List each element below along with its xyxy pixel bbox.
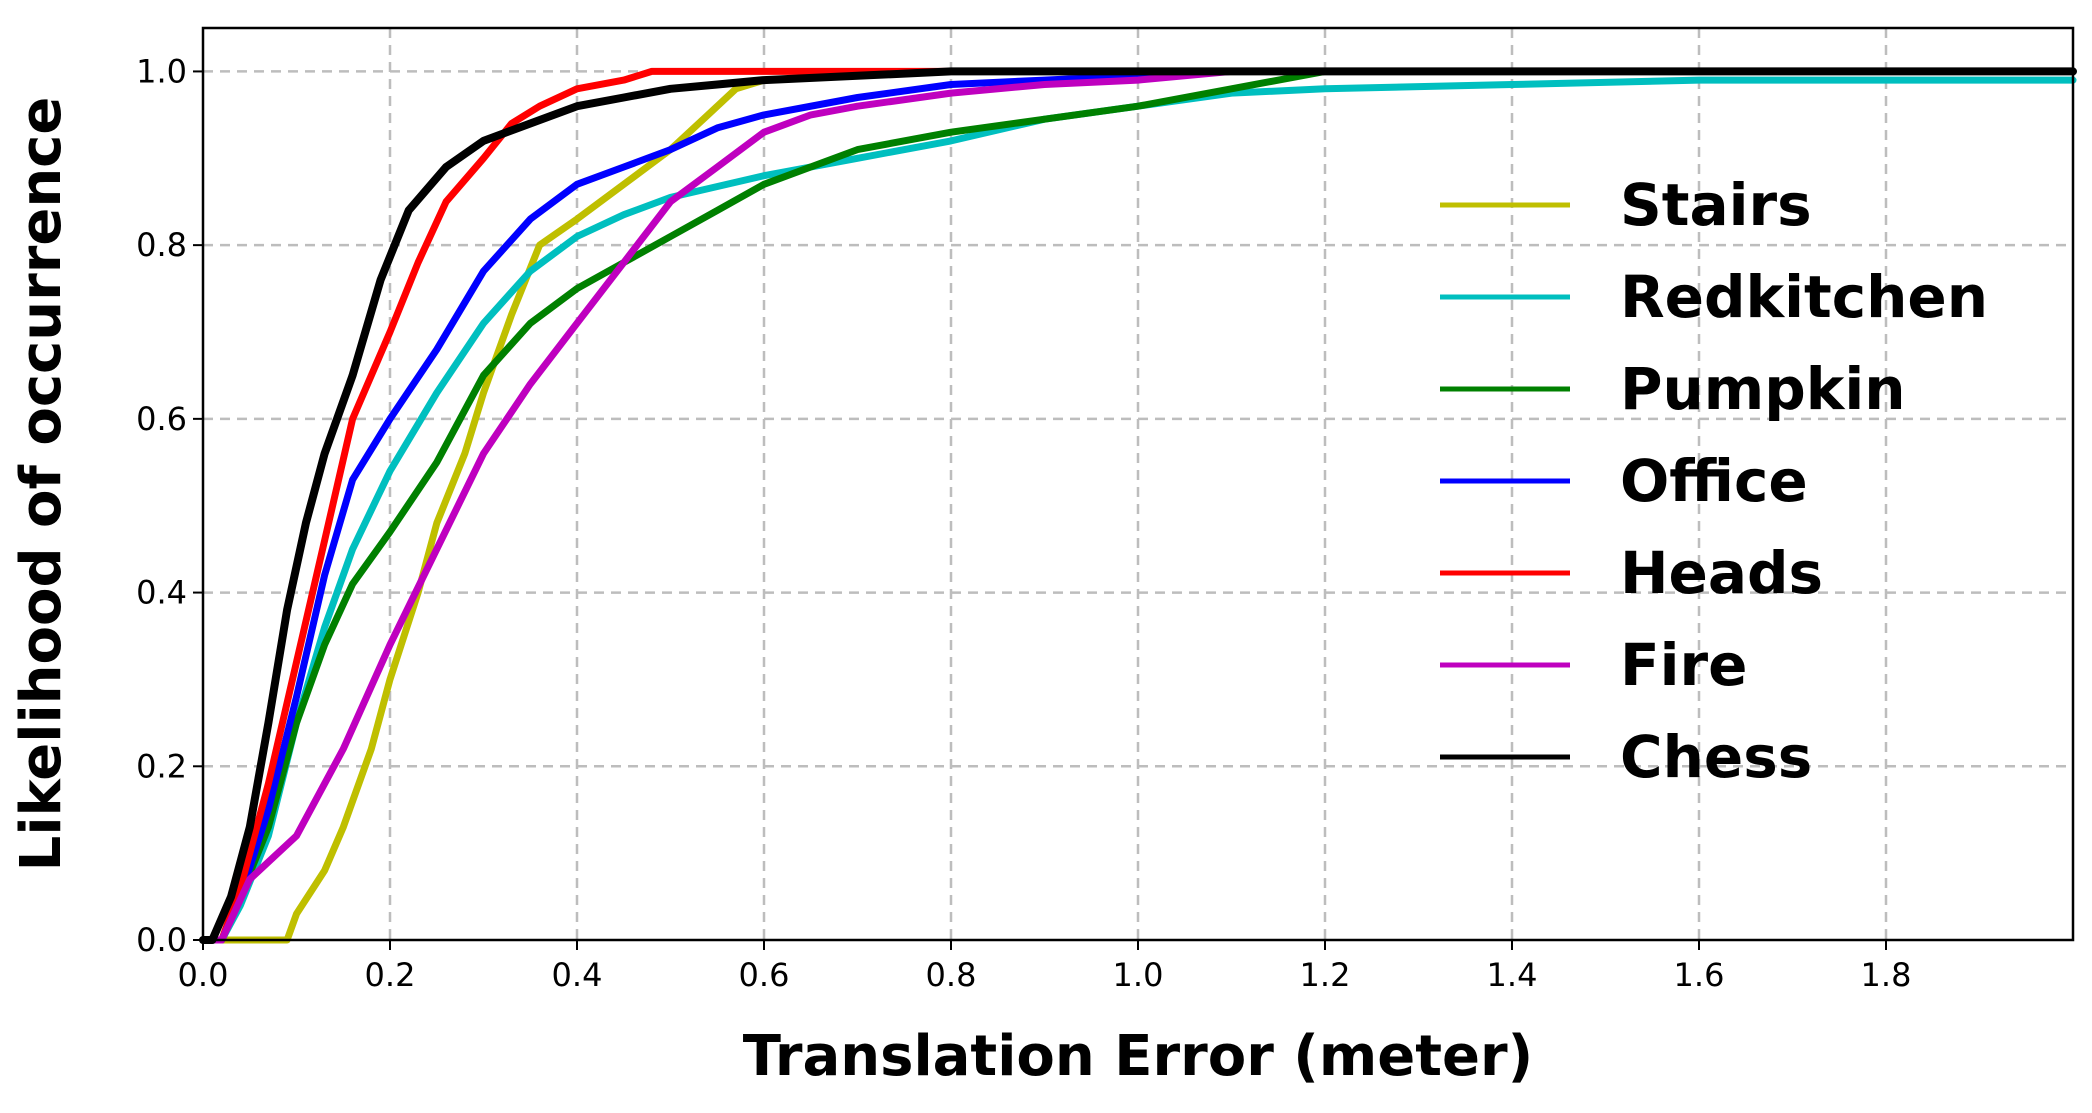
y-tick-label: 1.0 [136,52,187,90]
legend-label-redkitchen: Redkitchen [1620,263,1988,331]
x-tick-label: 1.2 [1300,956,1351,994]
y-axis-label: Likelihood of occurrence [9,97,74,872]
x-tick-label: 1.0 [1113,956,1164,994]
x-tick-label: 0.8 [926,956,977,994]
legend: Stairs Redkitchen Pumpkin Office Heads Fire Ch… [1440,171,1988,791]
y-tick-label: 0.6 [136,400,187,438]
series-line-office [199,67,2077,944]
y-tick-label: 0.4 [136,574,187,612]
x-axis-ticks: 0.0 0.2 0.4 0.6 0.8 1.0 1.2 1.4 1.6 1.8 [178,940,1912,994]
legend-label-stairs: Stairs [1620,171,1812,239]
y-axis-ticks: 0.0 0.2 0.4 0.6 0.8 1.0 [136,52,203,959]
legend-label-office: Office [1620,447,1808,515]
x-tick-label: 1.6 [1674,956,1725,994]
legend-label-fire: Fire [1620,631,1747,699]
x-axis-label: Translation Error (meter) [743,1024,1533,1089]
legend-label-heads: Heads [1620,539,1823,607]
legend-label-chess: Chess [1620,723,1812,791]
y-tick-label: 0.0 [136,921,187,959]
x-tick-label: 0.4 [552,956,603,994]
x-tick-label: 1.8 [1861,956,1912,994]
x-tick-label: 0.6 [739,956,790,994]
y-tick-label: 0.8 [136,226,187,264]
y-tick-label: 0.2 [136,747,187,785]
series-line-pumpkin [199,67,2077,944]
x-tick-label: 0.0 [178,956,229,994]
series-lines [199,67,2077,944]
series-line-heads [199,67,2077,944]
legend-label-pumpkin: Pumpkin [1620,355,1906,423]
series-line-fire [199,67,2077,944]
x-tick-label: 1.4 [1487,956,1538,994]
x-tick-label: 0.2 [365,956,416,994]
series-line-chess [199,67,2077,944]
